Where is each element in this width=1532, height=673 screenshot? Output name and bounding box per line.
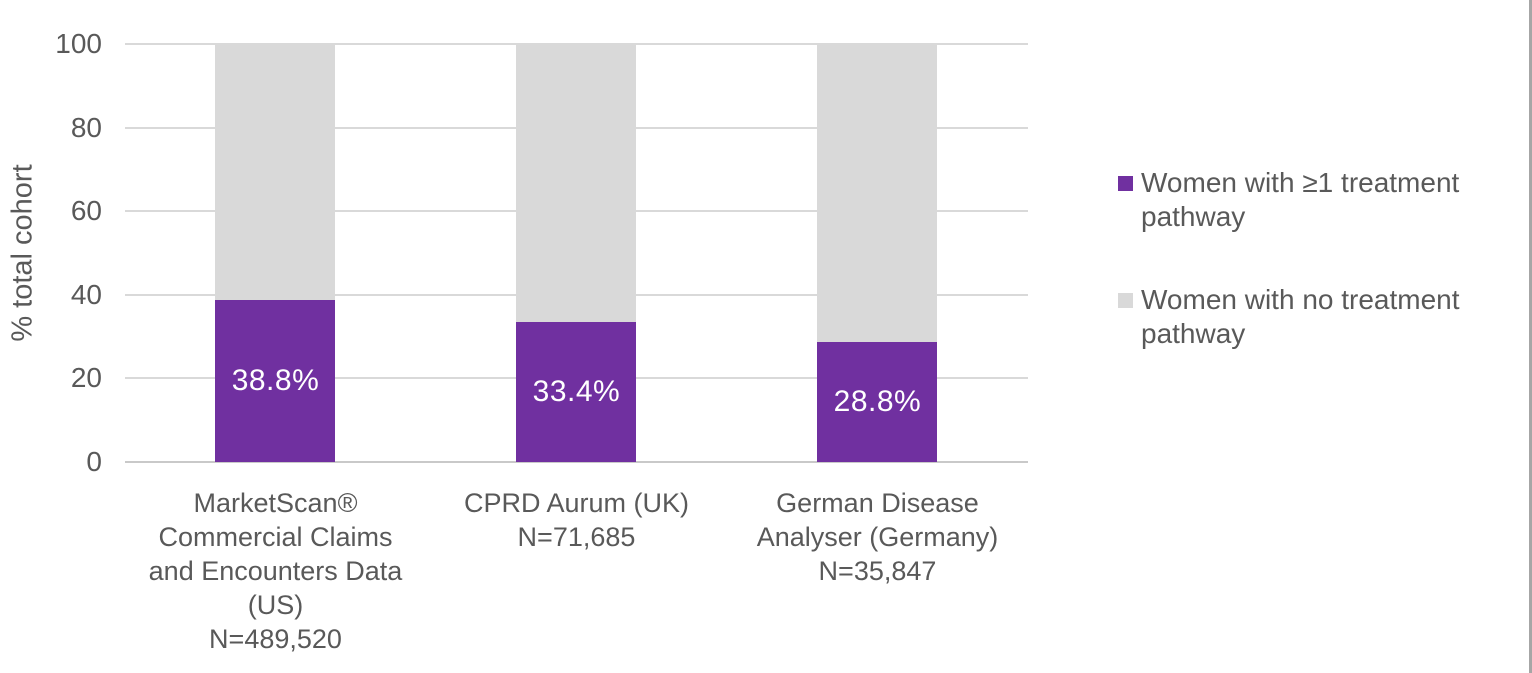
- y-tick-label: 60: [70, 195, 102, 227]
- legend-swatch-icon: [1118, 293, 1133, 308]
- bar-segment-no-treatment-pathway: [817, 44, 938, 342]
- bar-group: 38.8%: [125, 44, 426, 462]
- bar-group: 28.8%: [727, 44, 1028, 462]
- bar-segment-ge1-treatment-pathway: 38.8%: [215, 299, 336, 462]
- y-tick-label: 0: [86, 446, 102, 477]
- y-tick-label: 20: [70, 362, 102, 394]
- bar-segment-ge1-treatment-pathway: 28.8%: [817, 341, 938, 462]
- y-axis-ticks: 0 20 40 60 80 100: [0, 30, 102, 476]
- legend-swatch-icon: [1118, 176, 1133, 191]
- bar-data-label: 38.8%: [231, 363, 320, 397]
- bar-group: 33.4%: [426, 44, 727, 462]
- x-axis-line: [125, 461, 1028, 463]
- y-tick-label: 100: [55, 28, 102, 59]
- y-tick-label: 80: [70, 111, 102, 143]
- gridline: [125, 43, 1028, 45]
- bar-segment-no-treatment-pathway: [516, 44, 637, 323]
- bar-data-label: 33.4%: [532, 375, 621, 409]
- y-tick-label: 40: [70, 278, 102, 310]
- legend-entry-no-treatment-pathway: Women with no treatment pathway: [1118, 283, 1520, 351]
- legend: Women with ≥1 treatment pathway Women wi…: [1118, 166, 1520, 400]
- plot-area: 38.8% 33.4% 28.8%: [125, 43, 1028, 463]
- bar-segment-ge1-treatment-pathway: 33.4%: [516, 322, 637, 462]
- legend-label: Women with ≥1 treatment pathway: [1141, 167, 1460, 232]
- x-category-label: German Disease Analyser (Germany) N=35,8…: [756, 488, 999, 586]
- figure-right-border: [1529, 0, 1532, 673]
- bar-data-label: 28.8%: [833, 384, 922, 418]
- x-category-label: CPRD Aurum (UK) N=71,685: [463, 488, 689, 552]
- x-category-label: MarketScan® Commercial Claims and Encoun…: [148, 488, 403, 654]
- legend-label: Women with no treatment pathway: [1141, 284, 1460, 349]
- legend-entry-ge1-treatment-pathway: Women with ≥1 treatment pathway: [1118, 166, 1520, 234]
- bar-segment-no-treatment-pathway: [215, 44, 336, 300]
